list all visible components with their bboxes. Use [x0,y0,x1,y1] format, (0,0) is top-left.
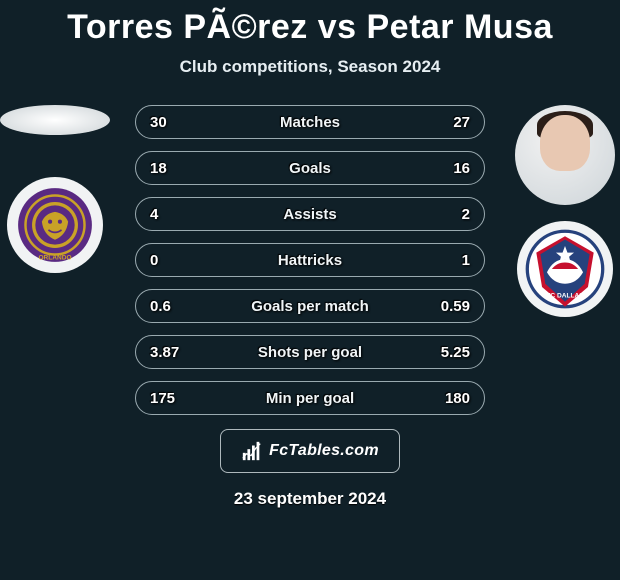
svg-text:FC DALLAS: FC DALLAS [546,293,584,300]
club-logo-fcdallas: FC DALLAS [517,221,613,317]
stat-rows: 30 Matches 27 18 Goals 16 4 Assists 2 0 … [135,105,485,415]
right-column: FC DALLAS [510,105,620,317]
svg-text:ORLANDO: ORLANDO [38,254,71,261]
stat-left-value: 3.87 [150,344,194,361]
branding-text: FcTables.com [269,442,379,460]
page-subtitle: Club competitions, Season 2024 [0,57,620,77]
stat-left-value: 0.6 [150,298,194,315]
club-logo-orlando: ORLANDO [7,177,103,273]
stat-left-value: 30 [150,114,194,131]
chart-icon [241,440,263,462]
stat-row-goals-per-match: 0.6 Goals per match 0.59 [135,289,485,323]
stat-right-value: 1 [426,252,470,269]
orlando-city-icon: ORLANDO [14,184,96,266]
stat-row-hattricks: 0 Hattricks 1 [135,243,485,277]
generated-date: 23 september 2024 [0,489,620,509]
branding-badge: FcTables.com [220,429,400,473]
stat-left-value: 0 [150,252,194,269]
stat-right-value: 5.25 [426,344,470,361]
stat-left-value: 4 [150,206,194,223]
stat-right-value: 16 [426,160,470,177]
stat-row-shots-per-goal: 3.87 Shots per goal 5.25 [135,335,485,369]
stat-right-value: 0.59 [426,298,470,315]
stat-left-value: 175 [150,390,194,407]
page-title: Torres PÃ©rez vs Petar Musa [0,0,620,47]
stat-right-value: 27 [426,114,470,131]
stat-row-goals: 18 Goals 16 [135,151,485,185]
player-avatar-right [515,105,615,205]
comparison-panel: ORLANDO FC DALLAS 30 Matches 27 [0,105,620,509]
stat-row-matches: 30 Matches 27 [135,105,485,139]
stat-row-assists: 4 Assists 2 [135,197,485,231]
stat-right-value: 2 [426,206,470,223]
player-avatar-placeholder-left [0,105,110,135]
fc-dallas-icon: FC DALLAS [524,228,606,310]
stat-right-value: 180 [426,390,470,407]
stat-left-value: 18 [150,160,194,177]
stat-row-min-per-goal: 175 Min per goal 180 [135,381,485,415]
left-column: ORLANDO [0,105,110,273]
